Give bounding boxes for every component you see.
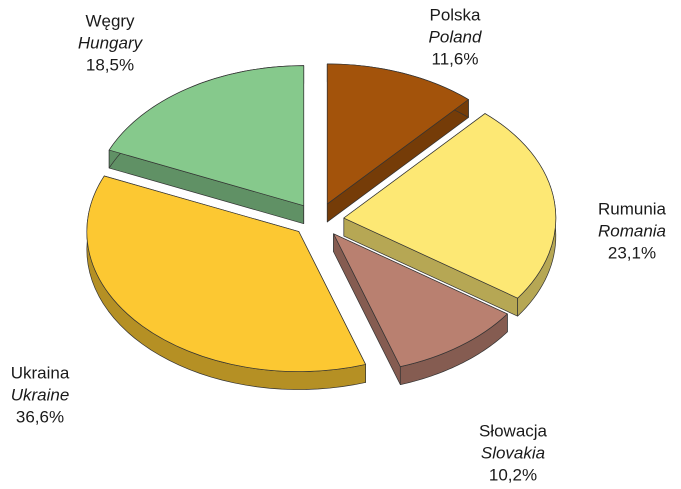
slice-value-label: 18,5% xyxy=(86,55,134,74)
slice-label: Ukraina xyxy=(11,363,70,382)
slice xyxy=(86,175,366,372)
slice-label-en: Poland xyxy=(429,27,482,46)
slice-label-en: Hungary xyxy=(78,33,144,52)
slice-value-label: 23,1% xyxy=(608,243,656,262)
slice-value-label: 36,6% xyxy=(16,407,64,426)
slice xyxy=(333,233,508,367)
slice-label: Rumunia xyxy=(598,199,667,218)
slice-label-en: Romania xyxy=(598,221,666,240)
slice xyxy=(108,65,305,206)
slice xyxy=(326,63,469,205)
slice-label: Słowacja xyxy=(479,421,548,440)
slice-label: Polska xyxy=(429,5,481,24)
slice-label: Węgry xyxy=(85,11,135,30)
slice-value-label: 10,2% xyxy=(489,465,537,484)
slice xyxy=(343,113,557,299)
slice-value-label: 11,6% xyxy=(432,49,479,68)
slice-label-en: Slovakia xyxy=(481,443,545,462)
slice-label-en: Ukraine xyxy=(11,385,70,404)
